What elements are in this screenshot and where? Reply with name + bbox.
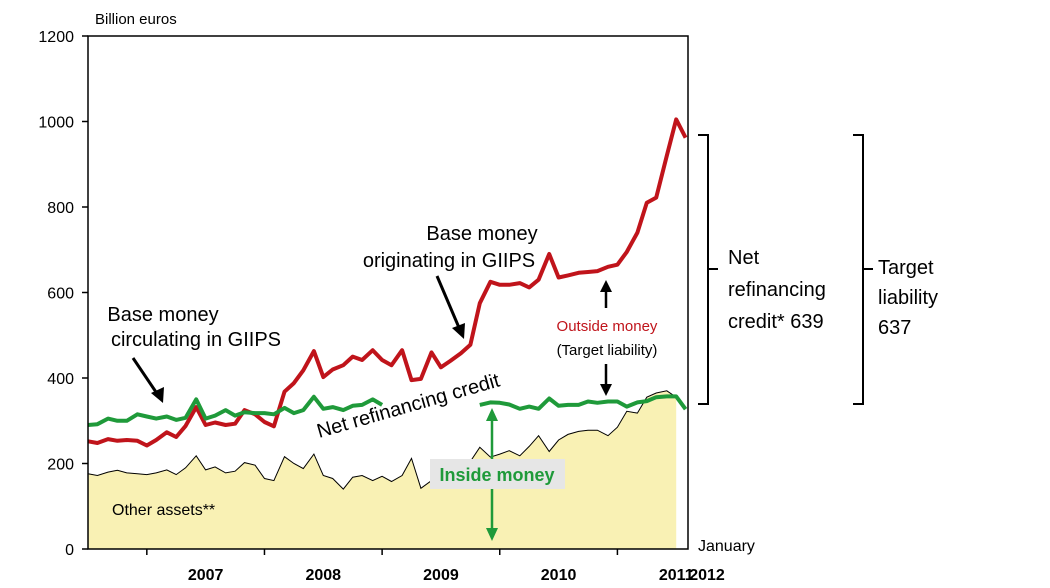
x-tick-label: 2008 (305, 567, 341, 584)
annotation-circulating: Base money circulating in GIIPS (107, 304, 281, 403)
x-tick-label: 2009 (423, 567, 459, 584)
target-liability-bracket-line1: Target (878, 257, 934, 279)
series-area-outline (87, 390, 677, 490)
circulating-arrow (131, 357, 160, 396)
annotation-outside-money: Outside money (Target liability) (557, 280, 658, 396)
y-tick-label: 600 (47, 286, 74, 303)
target-liability-bracket-shape (853, 134, 873, 405)
series-line-1 (87, 394, 688, 427)
target-liability-bracket-line2: liability (878, 287, 938, 309)
y-axis-ticks: 0 200 400 600 800 1000 1200 (38, 29, 88, 559)
originating-label-line2: originating in GIIPS (363, 250, 535, 272)
originating-arrowhead (452, 323, 465, 339)
annotation-originating: Base money originating in GIIPS (363, 223, 538, 339)
net-refinancing-credit-label: Net refinancing credit (314, 369, 502, 442)
x-tick-label: 2011 (659, 567, 694, 584)
circulating-arrowhead (151, 387, 164, 403)
x-tick-label: 2007 (188, 567, 224, 584)
net-refinancing-bracket: Net refinancing credit* 639 (698, 134, 826, 405)
y-tick-label: 800 (47, 200, 74, 217)
inside-money-box (430, 459, 565, 489)
net-refinancing-bracket-line3: credit* 639 (728, 311, 824, 333)
inside-money-arrowhead-down (486, 528, 498, 541)
outside-money-down-arrowhead (600, 384, 612, 396)
plot-area (87, 390, 677, 549)
y-tick-label: 1000 (38, 115, 74, 132)
series-line-0 (87, 117, 688, 448)
originating-arrow (435, 275, 462, 331)
circulating-label-line2: circulating in GIIPS (111, 329, 281, 351)
target-liability-bracket-line3: 637 (878, 317, 911, 339)
net-refinancing-bracket-line2: refinancing (728, 279, 826, 301)
circulating-label-line1: Base money (107, 304, 218, 326)
y-tick-label: 200 (47, 457, 74, 474)
series-layer (87, 117, 688, 448)
annotation-inside-money: Inside money (430, 408, 565, 541)
y-tick-label: 400 (47, 371, 74, 388)
outside-money-up-arrowhead (600, 280, 612, 292)
y-tick-label: 0 (65, 542, 74, 559)
series-area-fill (88, 390, 677, 549)
inside-money-arrowhead-up (486, 408, 498, 421)
unit-label: Billion euros (95, 11, 177, 28)
x-axis-end-label: January (698, 538, 755, 555)
x-tick-label: 2012 (689, 567, 725, 584)
other-assets-label: Other assets** (112, 502, 215, 519)
net-refinancing-bracket-shape (698, 134, 718, 405)
outside-money-label: Outside money (557, 318, 658, 335)
x-tick-label: 2010 (541, 567, 577, 584)
y-tick-label: 1200 (38, 29, 74, 46)
target-liability-paren-label: (Target liability) (557, 342, 658, 359)
target-liability-bracket: Target liability 637 (853, 134, 938, 405)
net-refinancing-bracket-line1: Net (728, 247, 760, 269)
originating-label-line1: Base money (426, 223, 537, 245)
inside-money-label: Inside money (439, 465, 554, 485)
